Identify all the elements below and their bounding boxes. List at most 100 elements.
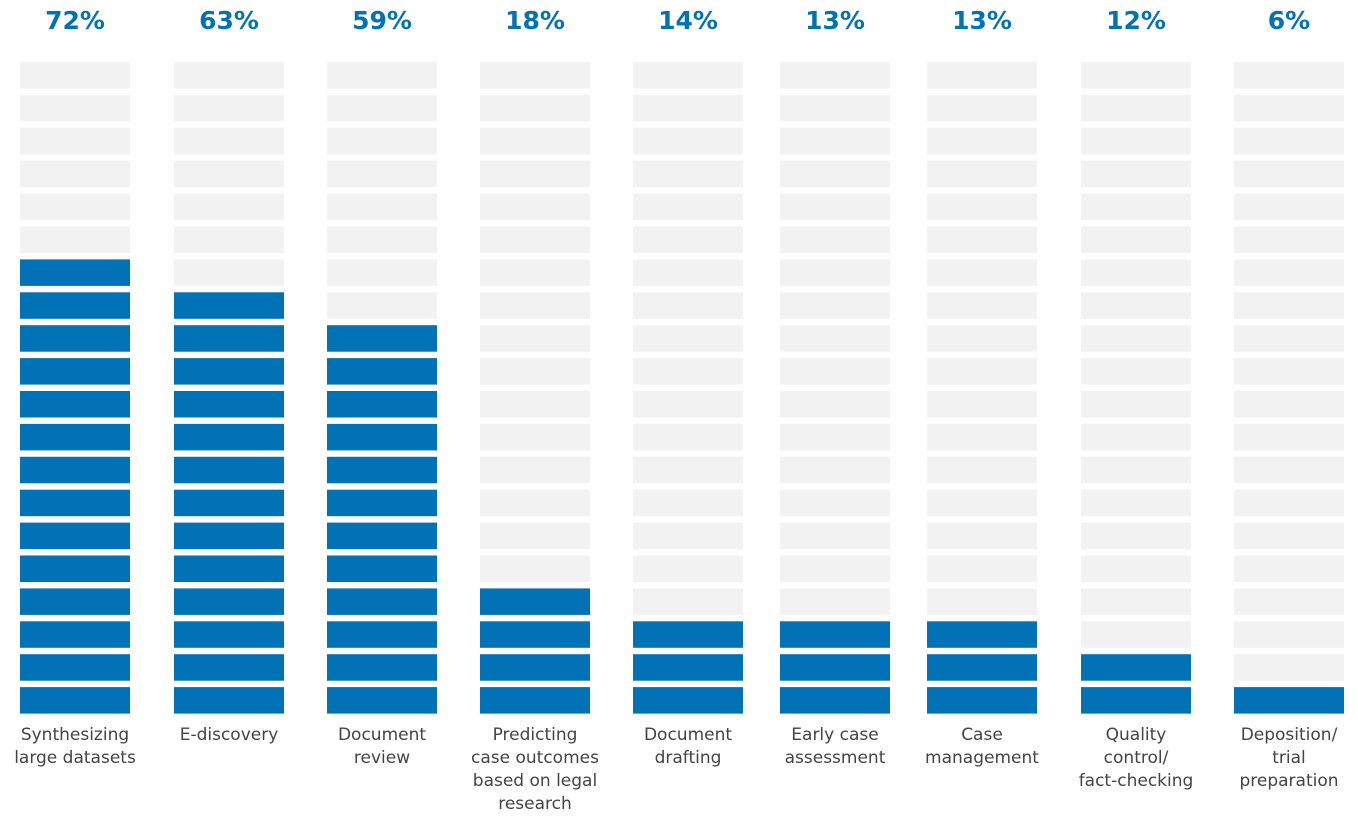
bar-segment (327, 621, 437, 648)
empty-segment (327, 226, 437, 253)
empty-segment (633, 94, 743, 122)
empty-segment (1234, 489, 1344, 517)
bar-segment (174, 456, 284, 484)
category-label: Deposition/ trial preparation (1239, 725, 1339, 791)
empty-segment (1081, 325, 1191, 352)
empty-segment (1234, 423, 1344, 451)
bar-segment (633, 621, 743, 648)
bar-segment (20, 423, 130, 451)
empty-segment (1081, 423, 1191, 451)
empty-segment (174, 62, 284, 89)
bar-segment (480, 621, 590, 648)
empty-segment (1081, 160, 1191, 188)
empty-segment (1234, 226, 1344, 253)
empty-segment (1234, 456, 1344, 484)
empty-segment (327, 160, 437, 188)
empty-segment (927, 127, 1037, 155)
bar-segment (20, 391, 130, 418)
bar-segment (174, 292, 284, 319)
value-label: 14% (658, 6, 718, 35)
value-label: 72% (45, 6, 105, 35)
bar-segment (174, 391, 284, 418)
value-label: 13% (952, 6, 1012, 35)
empty-segment (480, 127, 590, 155)
bar-segment (480, 654, 590, 681)
empty-segment (1081, 292, 1191, 319)
empty-segment (633, 588, 743, 615)
empty-segment (927, 391, 1037, 418)
bar-segment (20, 588, 130, 615)
empty-segment (480, 160, 590, 188)
value-label: 6% (1267, 6, 1311, 35)
empty-segment (780, 127, 890, 155)
empty-segment (780, 391, 890, 418)
empty-segment (1234, 160, 1344, 188)
value-label: 59% (352, 6, 412, 35)
category-label: Synthesizing large datasets (14, 725, 136, 768)
bar-segment (174, 489, 284, 517)
empty-segment (780, 94, 890, 122)
empty-segment (780, 423, 890, 451)
empty-segment (927, 522, 1037, 550)
bar-segment (480, 687, 590, 714)
bar-segment (327, 423, 437, 451)
empty-segment (480, 522, 590, 550)
bar-segment (327, 687, 437, 714)
empty-segment (633, 259, 743, 286)
bar-segment (20, 687, 130, 714)
bar-segment (633, 654, 743, 681)
empty-segment (174, 193, 284, 221)
value-label: 12% (1106, 6, 1166, 35)
bar-segment (174, 654, 284, 681)
bar-segment (174, 423, 284, 451)
empty-segment (20, 226, 130, 253)
bar-segment (174, 621, 284, 648)
empty-segment (780, 522, 890, 550)
empty-segment (1234, 358, 1344, 385)
bar-segment (174, 588, 284, 615)
bar-segment (174, 358, 284, 385)
empty-segment (1234, 94, 1344, 122)
bar-segment (20, 522, 130, 550)
empty-segment (480, 391, 590, 418)
empty-segment (480, 62, 590, 89)
empty-segment (327, 127, 437, 155)
bar-segment (327, 391, 437, 418)
empty-segment (1081, 588, 1191, 615)
bar-segment (327, 555, 437, 582)
empty-segment (633, 456, 743, 484)
empty-segment (633, 423, 743, 451)
empty-segment (633, 489, 743, 517)
empty-segment (927, 226, 1037, 253)
empty-segment (480, 555, 590, 582)
empty-segment (633, 391, 743, 418)
empty-segment (327, 62, 437, 89)
category-label: Predicting case outcomes based on legal … (471, 725, 599, 814)
empty-segment (1234, 259, 1344, 286)
empty-segment (1234, 588, 1344, 615)
category-label: Document drafting (643, 725, 733, 768)
empty-segment (1234, 127, 1344, 155)
empty-segment (780, 588, 890, 615)
empty-segment (1081, 456, 1191, 484)
empty-segment (927, 160, 1037, 188)
empty-segment (780, 325, 890, 352)
empty-segment (1081, 489, 1191, 517)
bar-segment (927, 654, 1037, 681)
empty-segment (1081, 259, 1191, 286)
empty-segment (1234, 555, 1344, 582)
empty-segment (174, 226, 284, 253)
bar-segment (327, 456, 437, 484)
empty-segment (780, 489, 890, 517)
empty-segment (633, 292, 743, 319)
empty-segment (780, 62, 890, 89)
empty-segment (927, 588, 1037, 615)
bar-segment (20, 292, 130, 319)
empty-segment (1081, 358, 1191, 385)
category-label: Early case assessment (784, 725, 886, 768)
category-label: Document review (337, 725, 427, 768)
bar-segment (174, 687, 284, 714)
category-label: Case management (925, 725, 1039, 768)
bar-segment (20, 654, 130, 681)
